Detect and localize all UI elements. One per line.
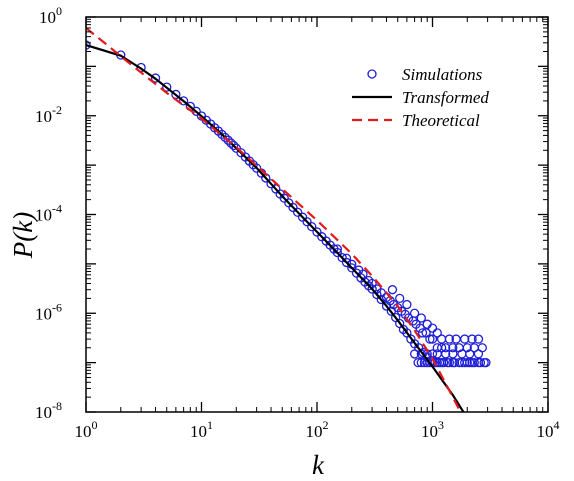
legend-label-theoretical: Theoretical <box>402 111 480 130</box>
simulations-point <box>467 357 477 368</box>
simulations-point <box>432 357 442 368</box>
y-tick-label: 10-4 <box>35 202 62 225</box>
simulations-point <box>473 334 484 344</box>
simulations-point <box>442 357 453 368</box>
x-axis-title: k <box>312 450 325 480</box>
simulations-point <box>415 323 425 333</box>
simulations-point <box>462 357 472 368</box>
legend-marker-simulations <box>367 69 377 79</box>
simulations-point <box>341 257 352 268</box>
simulations-point <box>441 349 451 359</box>
simulations-point <box>473 357 484 368</box>
simulations-point <box>86 40 91 50</box>
simulations-point <box>457 357 467 368</box>
simulations-point <box>223 135 233 145</box>
x-tick-exponent: 1 <box>207 418 213 432</box>
simulations-point <box>413 357 423 368</box>
simulations-point <box>448 357 458 368</box>
simulations-point <box>292 207 303 217</box>
theoretical-line <box>86 27 462 412</box>
y-tick-label: 10-6 <box>35 300 62 323</box>
y-tick-exponent: -4 <box>52 202 62 216</box>
simulations-point <box>441 343 451 353</box>
simulations-point <box>307 221 317 232</box>
simulations-point <box>465 349 475 359</box>
x-tick-exponent: 3 <box>438 418 444 432</box>
plot-data-layer <box>86 27 491 412</box>
simulations-point <box>395 293 405 304</box>
simulations-point <box>251 163 262 173</box>
simulations-point <box>409 308 420 318</box>
y-tick-exponent: -2 <box>52 103 62 117</box>
simulations-point <box>467 334 477 344</box>
x-tick-label: 101 <box>190 418 213 441</box>
simulations-point <box>416 349 426 359</box>
simulations-point <box>302 217 312 227</box>
y-tick-exponent: -8 <box>52 399 62 413</box>
x-tick-exponent: 0 <box>92 418 98 432</box>
simulations-point <box>436 334 447 344</box>
simulations-point <box>279 193 289 203</box>
x-tick-label: 103 <box>421 418 444 441</box>
legend-box <box>330 54 508 144</box>
simulations-point <box>402 299 412 310</box>
simulations-point <box>427 323 438 333</box>
simulations-point <box>427 334 438 344</box>
simulations-point <box>367 284 377 294</box>
simulations-point <box>178 96 189 106</box>
simulations-point <box>416 313 426 323</box>
simulations-point <box>150 73 161 83</box>
x-tick-exponent: 2 <box>323 418 329 432</box>
simulations-point <box>444 334 455 344</box>
y-tick-exponent: -6 <box>52 300 62 314</box>
simulations-point <box>460 357 470 368</box>
simulations-point <box>409 349 420 359</box>
simulations-point <box>332 247 342 258</box>
simulations-point <box>376 294 386 305</box>
simulations-point <box>432 328 442 338</box>
legend-label-transformed: Transformed <box>402 88 489 107</box>
y-tick-label: 10-2 <box>35 103 62 126</box>
simulations-point <box>473 349 484 359</box>
x-tick-exponent: 4 <box>554 418 560 432</box>
simulations-point <box>387 285 398 295</box>
legend-label-simulations: Simulations <box>402 65 483 84</box>
simulations-point <box>462 343 472 353</box>
simulations-point <box>479 357 489 368</box>
simulations-point <box>417 328 428 338</box>
simulations-point <box>226 138 236 148</box>
simulations-point <box>217 129 227 140</box>
simulations-point <box>312 227 322 237</box>
simulations-point <box>448 343 458 353</box>
simulations-point <box>220 132 230 143</box>
simulations-point <box>229 140 239 151</box>
legend: Simulations Transformed Theoretical <box>330 54 508 144</box>
simulations-point <box>436 357 447 368</box>
simulations-point <box>448 349 458 359</box>
y-tick-label: 10-8 <box>35 399 62 422</box>
simulations-point <box>425 334 435 344</box>
simulations-point <box>288 202 298 213</box>
x-tick-label: 104 <box>537 418 560 441</box>
simulations-point <box>162 82 172 92</box>
transformed-line <box>86 44 465 412</box>
y-axis-title: P(k) <box>8 212 38 259</box>
x-tick-label: 102 <box>306 418 329 441</box>
simulations-point <box>460 334 470 344</box>
x-tick-label: 100 <box>75 418 98 441</box>
y-tick-label: 100 <box>39 4 62 27</box>
y-tick-exponent: 0 <box>56 4 62 18</box>
